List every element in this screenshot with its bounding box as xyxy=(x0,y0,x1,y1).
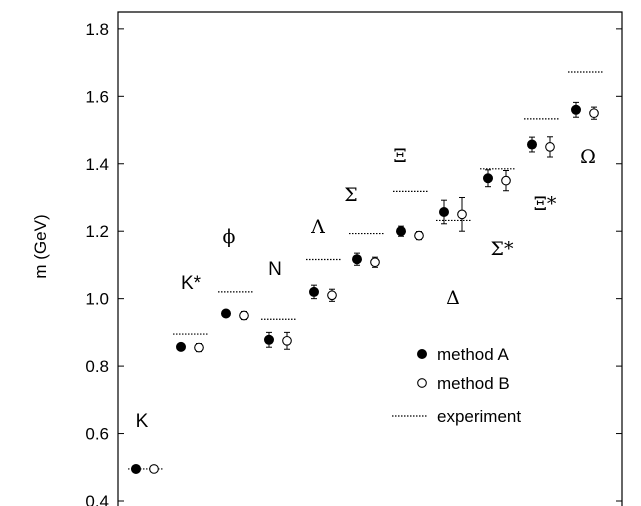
series-method-b xyxy=(149,106,599,474)
point-method-b xyxy=(239,310,249,321)
legend-item-experiment: experiment xyxy=(392,407,521,426)
y-tick-label: 0.6 xyxy=(85,425,109,444)
plot-border xyxy=(117,11,623,506)
y-axis: 0.4 0.6 0.8 1.0 1.2 1.4 1.6 1.8 xyxy=(85,20,622,506)
point-method-b xyxy=(501,175,511,186)
point-method-b xyxy=(327,290,337,301)
hadron-label: Σ* xyxy=(491,238,514,260)
hadron-label: Ξ* xyxy=(534,193,557,215)
hadron-labels: K K* ϕ N ΛΣ Ξ Δ Σ* Ξ* Ω xyxy=(136,145,596,432)
hadron-label: ϕ xyxy=(223,226,236,248)
point-method-a xyxy=(439,206,449,217)
legend-item-b: method B xyxy=(417,374,510,393)
point-method-b xyxy=(194,342,204,353)
y-tick-label: 1.2 xyxy=(85,222,109,241)
hadron-label: K xyxy=(136,411,149,432)
point-method-a xyxy=(264,334,274,345)
y-tick-label: 0.4 xyxy=(85,492,109,506)
point-method-a xyxy=(527,139,537,150)
y-tick-label: 1.6 xyxy=(85,87,109,106)
series-method-a xyxy=(131,101,581,474)
point-method-b xyxy=(370,257,380,268)
legend-item-a: method A xyxy=(417,345,509,364)
legend-label: method B xyxy=(437,374,510,393)
hadron-label: Δ xyxy=(446,287,460,309)
legend-marker-method-b xyxy=(417,378,427,388)
y-tick-label: 0.8 xyxy=(85,357,109,376)
point-method-a xyxy=(309,286,319,297)
hadron-label: Σ xyxy=(344,184,357,206)
experiment-lines xyxy=(128,71,604,470)
legend: method A method B experiment xyxy=(392,345,521,426)
point-method-a xyxy=(483,173,493,184)
y-axis-title: m (GeV) xyxy=(31,214,50,278)
y-tick-label: 1.8 xyxy=(85,20,109,39)
point-method-a xyxy=(352,254,362,265)
plot-frame xyxy=(117,11,623,506)
y-tick-label: 1.0 xyxy=(85,290,109,309)
point-method-b xyxy=(282,335,292,346)
legend-label: method A xyxy=(437,345,509,364)
hadron-label: K* xyxy=(181,273,202,294)
hadron-label: N xyxy=(268,259,282,280)
point-method-a xyxy=(571,104,581,115)
legend-marker-method-a xyxy=(417,349,427,359)
point-method-b xyxy=(149,464,159,474)
hadron-label: Λ xyxy=(310,216,325,238)
legend-label: experiment xyxy=(437,407,521,426)
y-tick-label: 1.4 xyxy=(85,155,109,174)
hadron-label: Ω xyxy=(580,146,596,168)
hadron-label: Ξ xyxy=(393,145,406,167)
point-method-a xyxy=(396,226,406,237)
point-method-b xyxy=(414,230,424,241)
point-method-b xyxy=(545,142,555,152)
point-method-b xyxy=(589,108,599,119)
point-method-a xyxy=(221,308,231,319)
point-method-a xyxy=(131,463,141,474)
point-method-a xyxy=(176,341,186,352)
point-method-b xyxy=(457,209,467,220)
